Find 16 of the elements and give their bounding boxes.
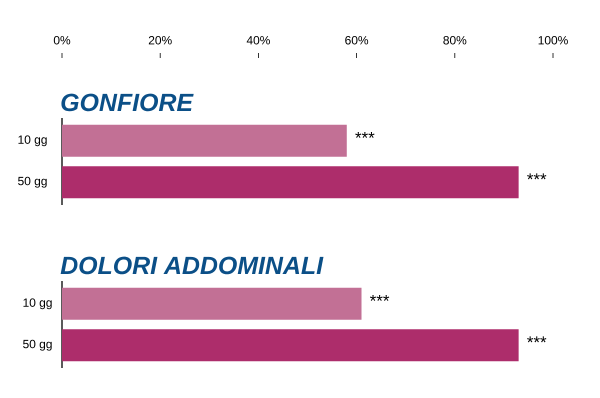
chart-title: GONFIORE (61, 94, 194, 112)
x-tick-label: 40% (246, 36, 270, 44)
annotation: *** (355, 132, 374, 138)
x-tick-label: 60% (345, 36, 368, 44)
chart-title: DOLORI ADDOMINALI (60, 256, 324, 274)
x-tick-label: 20% (148, 36, 172, 44)
y-tick-label: 50 gg (23, 340, 52, 351)
y-tick-label: 10 gg (23, 298, 52, 310)
y-tick-label: 50 gg (18, 176, 47, 188)
annotation: *** (370, 294, 390, 301)
annotation: *** (527, 173, 546, 180)
x-tick-label: 80% (443, 36, 466, 44)
x-tick-label: 0% (54, 36, 70, 44)
y-tick-label: 10 gg (18, 135, 47, 146)
annotation: *** (527, 336, 546, 342)
x-tick-label: 100% (538, 36, 568, 44)
